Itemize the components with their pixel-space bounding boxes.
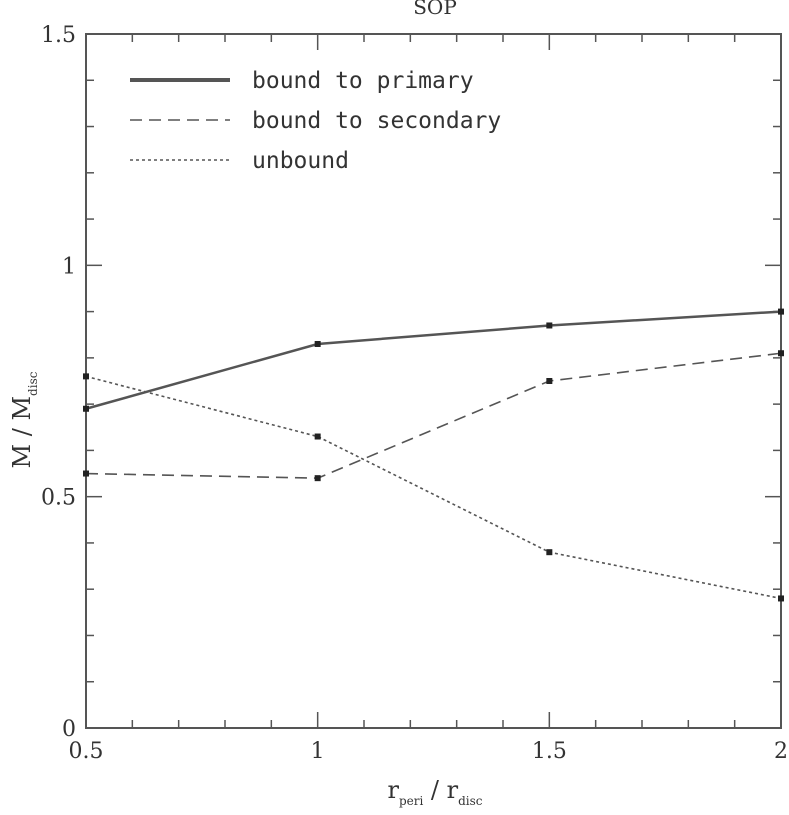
x-axis-label-sub: peri [399,794,424,808]
chart-title: SOP [413,0,457,19]
x-tick-label: 0.5 [69,739,104,764]
x-tick-label: 1.5 [532,739,567,764]
data-point [83,405,89,412]
y-axis-label-sub2: disc [26,371,40,396]
series-line [85,375,782,600]
x-tick-label: 2 [774,739,788,764]
x-axis-label-sub2: disc [458,794,483,808]
data-point [546,549,553,556]
series-unbound [83,373,784,602]
series-line [85,310,782,410]
data-point [83,373,89,380]
legend-label: unbound [252,148,349,174]
x-axis-label: rperi / rdisc [387,776,482,808]
series-bound-to-primary [83,308,784,412]
y-tick-label: 0 [62,717,76,742]
data-point [83,470,89,477]
y-axis-label-main2: M [8,396,36,421]
y-axis-label-sep: / [8,421,36,444]
data-point [778,308,784,315]
series-bound-to-secondary [83,350,784,482]
data-point [778,595,784,602]
data-point [314,433,321,440]
data-point [314,475,321,482]
y-tick-label: 1 [62,254,76,279]
data-point [314,340,321,347]
data-point [546,378,553,384]
x-tick-labels: 0.5 1 1.5 2 [69,739,789,764]
y-axis-label-main: M [8,444,36,469]
x-tick-label: 1 [311,739,325,764]
legend-label: bound to primary [252,68,474,94]
y-tick-label: 1.5 [41,23,76,48]
x-axis-label-main: r [387,776,399,804]
legend-label: bound to secondary [252,108,501,134]
plot-frame [85,33,782,729]
series-layer [83,308,784,602]
data-point [778,350,784,357]
data-point [546,322,553,329]
x-axis-label-sep: / [423,776,446,804]
x-axis-label-main2: r [447,776,459,804]
legend: bound to primary bound to secondary unboun… [130,68,501,174]
series-line [85,352,782,479]
y-tick-labels: 0 0.5 1 1.5 [41,23,76,742]
y-tick-label: 0.5 [41,486,76,511]
tick-marks [85,33,782,729]
y-axis-label: M / Mdisc [8,371,40,468]
